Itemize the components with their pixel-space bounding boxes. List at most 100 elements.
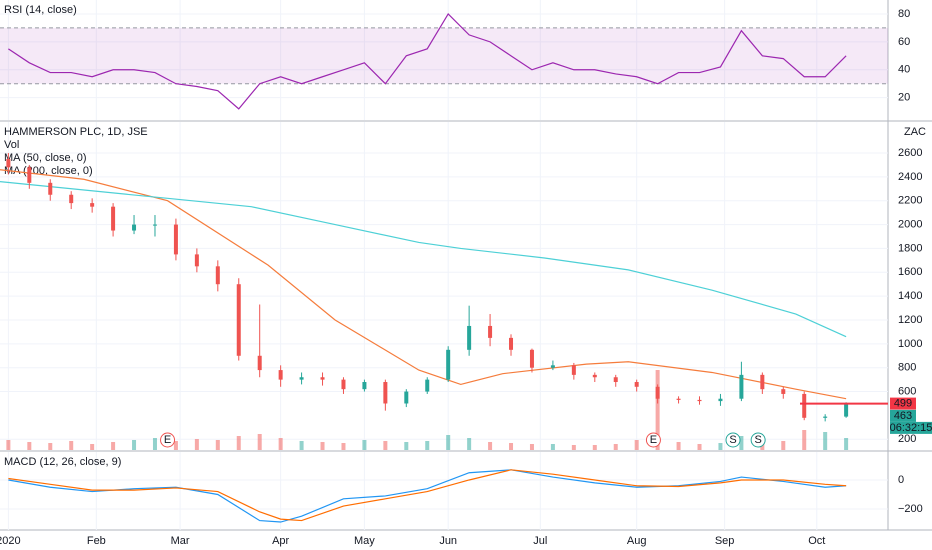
volume-bar [341, 443, 346, 450]
x-tick-label: Sep [715, 535, 735, 547]
candle-body [592, 374, 597, 378]
moving-average [0, 169, 847, 400]
countdown-box [890, 421, 932, 434]
candle-body [488, 325, 493, 338]
event-marker [160, 432, 176, 448]
volume-bar [529, 444, 534, 450]
candle-body [844, 403, 849, 417]
candle-body [823, 416, 828, 418]
volume-bar [215, 440, 220, 450]
y-tick-label: 60 [898, 36, 910, 48]
volume-bar [425, 441, 430, 450]
volume-bar [844, 438, 849, 450]
legend-entry: MA (50, close, 0) [4, 152, 87, 164]
rsi-band [0, 27, 888, 84]
x-tick-label: Mar [171, 535, 190, 547]
volume-bar [173, 441, 178, 450]
volume-bar [781, 441, 786, 450]
y-tick-label: 800 [898, 362, 916, 374]
candle-body [404, 391, 409, 404]
candle-body [718, 398, 723, 402]
countdown: 06:32:15 [890, 422, 932, 434]
x-tick-label: 2020 [0, 535, 21, 547]
volume-bar [592, 445, 597, 450]
candle-body [802, 393, 807, 418]
y-tick-label: 1200 [898, 314, 922, 326]
candle-body [69, 194, 74, 204]
candle-body [781, 389, 786, 394]
volume-bar [739, 436, 744, 450]
candle-body [236, 284, 241, 356]
volume-bar [509, 443, 514, 450]
series-line [8, 469, 847, 523]
candle-body [425, 379, 430, 392]
volume-bar [299, 441, 304, 450]
candle-body [529, 349, 534, 368]
volume-bar [257, 434, 262, 450]
candle-body [467, 325, 472, 350]
candle-body [299, 377, 304, 380]
y-tick-label: 200 [898, 433, 916, 445]
candle-body [6, 158, 11, 168]
candle-body [550, 365, 555, 368]
volume-bar [152, 438, 157, 450]
volume-bar [194, 439, 199, 450]
volume-bar [404, 442, 409, 450]
volume-bar [236, 436, 241, 450]
y-tick-label: 1800 [898, 242, 922, 254]
series-line [8, 12, 847, 110]
x-tick-label: Apr [272, 535, 289, 547]
y-tick-label: 2200 [898, 195, 922, 207]
candle-body [571, 365, 576, 375]
y-tick-label: 2000 [898, 218, 922, 230]
event-label: E [650, 434, 657, 446]
candle-body [739, 374, 744, 399]
event-label: S [754, 434, 761, 446]
volume-bar [571, 445, 576, 450]
volume-bar [27, 442, 32, 450]
volume-bar [446, 435, 451, 450]
candle-body [215, 266, 220, 285]
price-label: 499 [894, 398, 912, 410]
x-tick-label: Oct [808, 535, 825, 547]
y-tick-label: 2600 [898, 147, 922, 159]
y-tick-label: 80 [898, 8, 910, 20]
candle-body [278, 370, 283, 380]
volume-bar [278, 438, 283, 450]
candle-body [27, 167, 32, 183]
y-tick-label: 20 [898, 92, 910, 104]
event-label: S [729, 434, 736, 446]
y-tick-label: 1000 [898, 338, 922, 350]
volume-bar [48, 443, 53, 450]
volume-bar [111, 442, 116, 450]
candle-body [446, 349, 451, 380]
pane-title: HAMMERSON PLC, 1D, JSE [4, 126, 148, 138]
volume-bar [613, 444, 618, 450]
series-line [8, 469, 847, 522]
candle-body [48, 182, 53, 195]
volume-bar [362, 440, 367, 450]
y-tick-label: 0 [898, 474, 904, 486]
volume-bar [634, 440, 639, 450]
x-tick-label: Feb [87, 535, 106, 547]
volume-bar [823, 432, 828, 450]
candle-body [362, 382, 367, 390]
price-label-box [890, 409, 916, 422]
candle-body [90, 203, 95, 207]
y-tick-label: 2400 [898, 171, 922, 183]
candle-body [132, 224, 137, 231]
candle-body [509, 337, 514, 350]
candle-body [194, 254, 199, 267]
candle-body [676, 398, 681, 400]
candle-body [613, 377, 618, 383]
moving-average [0, 181, 847, 338]
candle-body [341, 379, 346, 390]
volume-bar [488, 442, 493, 450]
y-tick-label: −200 [898, 503, 923, 515]
candle-body [383, 382, 388, 404]
volume-bar [655, 370, 660, 450]
volume-bar [676, 442, 681, 450]
x-tick-label: Aug [627, 535, 647, 547]
volume-bar [467, 438, 472, 450]
